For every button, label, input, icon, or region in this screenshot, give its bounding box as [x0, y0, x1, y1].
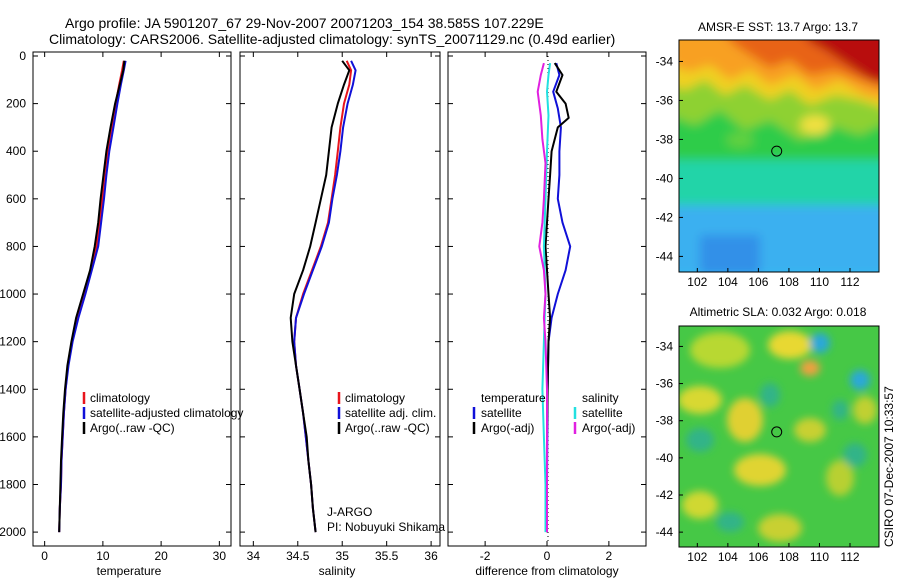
map-y-tick-label: -38 — [656, 132, 674, 146]
temperature-series-lines — [58, 60, 127, 533]
map-y-tick-label: -36 — [656, 93, 674, 107]
legend-label: climatology — [345, 391, 405, 405]
map-x-tick-label: 108 — [779, 275, 799, 289]
map-x-tick-label: 102 — [687, 550, 707, 564]
difference-axis-label: difference from climatology — [475, 564, 618, 578]
map-y-tick-label: -42 — [656, 488, 674, 502]
salinity-x-tick-label: 34 — [247, 549, 261, 563]
salinity-legend: climatology satellite adj. clim. Argo(..… — [327, 391, 445, 534]
map-y-tick-label: -38 — [656, 414, 674, 428]
map-x-tick-label: 108 — [779, 550, 799, 564]
sla-argo-location-marker — [771, 426, 783, 438]
legend-label: Argo(-adj) — [481, 421, 534, 435]
depth-tick-label: 2000 — [0, 525, 26, 539]
depth-tick-label: 0 — [19, 49, 26, 63]
difference-x-tick-label: -2 — [480, 549, 491, 563]
difference-series-magenta — [536, 62, 548, 533]
sst-argo-location-marker — [771, 145, 783, 157]
salinity-series-black — [289, 60, 351, 533]
map-y-tick-label: -42 — [656, 210, 674, 224]
legend-label: satellite — [582, 406, 623, 420]
sst-map-frame — [678, 39, 880, 273]
map-y-tick-label: -40 — [656, 451, 674, 465]
depth-tick-label: 1200 — [0, 335, 26, 349]
legend-label: climatology — [90, 391, 150, 405]
temperature-x-tick-label: 20 — [154, 549, 168, 563]
legend-label: satellite-adjusted climatology — [90, 406, 243, 420]
map-y-tick-label: -44 — [656, 249, 674, 263]
temperature-axis-label: temperature — [97, 564, 162, 578]
depth-tick-label: 1400 — [0, 382, 26, 396]
legend-title-salinity: salinity — [582, 391, 619, 405]
temperature-x-tick-label: 30 — [213, 549, 227, 563]
depth-tick-label: 200 — [6, 97, 26, 111]
csiro-side-label: CSIRO 07-Dec-2007 10:33:57 — [882, 386, 896, 547]
map-x-tick-label: 110 — [810, 550, 829, 564]
difference-series-cyan — [541, 62, 552, 533]
map-x-tick-label: 106 — [748, 550, 768, 564]
header-title-line1: Argo profile: JA 5901207_67 29-Nov-2007 … — [65, 15, 544, 31]
difference-series-lines — [536, 62, 572, 533]
legend-label: Argo(..raw -QC) — [345, 421, 430, 435]
sst-map-ticks: 102 104 106 108 110 112 -34 -36 -38 -40 -42 -44 — [656, 54, 860, 289]
depth-axis-ticks: 0 200 400 600 800 1000 1200 1400 1600 1800 2000 — [0, 49, 646, 539]
map-x-tick-label: 112 — [840, 275, 859, 289]
salinity-x-tick-label: 35.5 — [375, 549, 399, 563]
map-y-tick-label: -36 — [656, 377, 674, 391]
difference-x-tick-label: 2 — [606, 549, 613, 563]
header-title-line2: Climatology: CARS2006. Satellite-adjuste… — [49, 31, 615, 47]
difference-axis-ticks: -2 0 2 — [480, 52, 613, 563]
map-x-tick-label: 112 — [840, 550, 859, 564]
map-y-tick-label: -34 — [656, 339, 674, 353]
map-y-tick-label: -34 — [656, 54, 674, 68]
sla-map-frame — [678, 325, 880, 548]
depth-tick-label: 600 — [6, 192, 26, 206]
salinity-x-tick-label: 36 — [424, 549, 438, 563]
annotation-j-argo: J-ARGO — [327, 505, 372, 519]
map-x-tick-label: 110 — [810, 275, 829, 289]
depth-tick-label: 1600 — [0, 430, 26, 444]
map-y-tick-label: -44 — [656, 525, 674, 539]
map-x-tick-label: 104 — [718, 275, 738, 289]
difference-x-tick-label: 0 — [544, 549, 551, 563]
sla-map-title: Altimetric SLA: 0.032 Argo: 0.018 — [690, 305, 867, 319]
salinity-x-tick-label: 35 — [336, 549, 350, 563]
salinity-axis-label: salinity — [319, 564, 356, 578]
sla-map-ticks: 102 104 106 108 110 112 -34 -36 -38 -40 -42 -44 — [656, 339, 860, 564]
map-y-tick-label: -40 — [656, 171, 674, 185]
difference-legend: temperature satellite Argo(-adj) salinit… — [472, 391, 635, 435]
temperature-axis-ticks: 0 10 20 30 — [41, 52, 226, 563]
sst-heatmap — [679, 40, 879, 272]
depth-tick-label: 800 — [6, 239, 26, 253]
temperature-x-tick-label: 0 — [41, 549, 48, 563]
salinity-series-lines — [289, 60, 357, 533]
depth-tick-label: 1000 — [0, 287, 26, 301]
map-x-tick-label: 104 — [718, 550, 738, 564]
temperature-panel-frame — [32, 51, 232, 547]
salinity-x-tick-label: 34.5 — [286, 549, 310, 563]
depth-tick-label: 1800 — [0, 477, 26, 491]
map-x-tick-label: 102 — [687, 275, 707, 289]
legend-label: satellite adj. clim. — [345, 406, 436, 420]
temperature-legend: climatology satellite-adjusted climatolo… — [82, 391, 243, 435]
depth-tick-label: 400 — [6, 144, 26, 158]
salinity-axis-ticks: 34 34.5 35 35.5 36 — [247, 52, 438, 563]
temperature-series-black — [58, 60, 126, 533]
map-x-tick-label: 106 — [748, 275, 768, 289]
legend-label: Argo(..raw -QC) — [90, 421, 175, 435]
sst-map-title: AMSR-E SST: 13.7 Argo: 13.7 — [698, 20, 858, 34]
legend-label: Argo(-adj) — [582, 421, 635, 435]
annotation-pi: PI: Nobuyuki Shikama — [327, 520, 445, 534]
temperature-x-tick-label: 10 — [96, 549, 110, 563]
legend-label: satellite — [481, 406, 522, 420]
legend-title-temperature: temperature — [481, 391, 546, 405]
